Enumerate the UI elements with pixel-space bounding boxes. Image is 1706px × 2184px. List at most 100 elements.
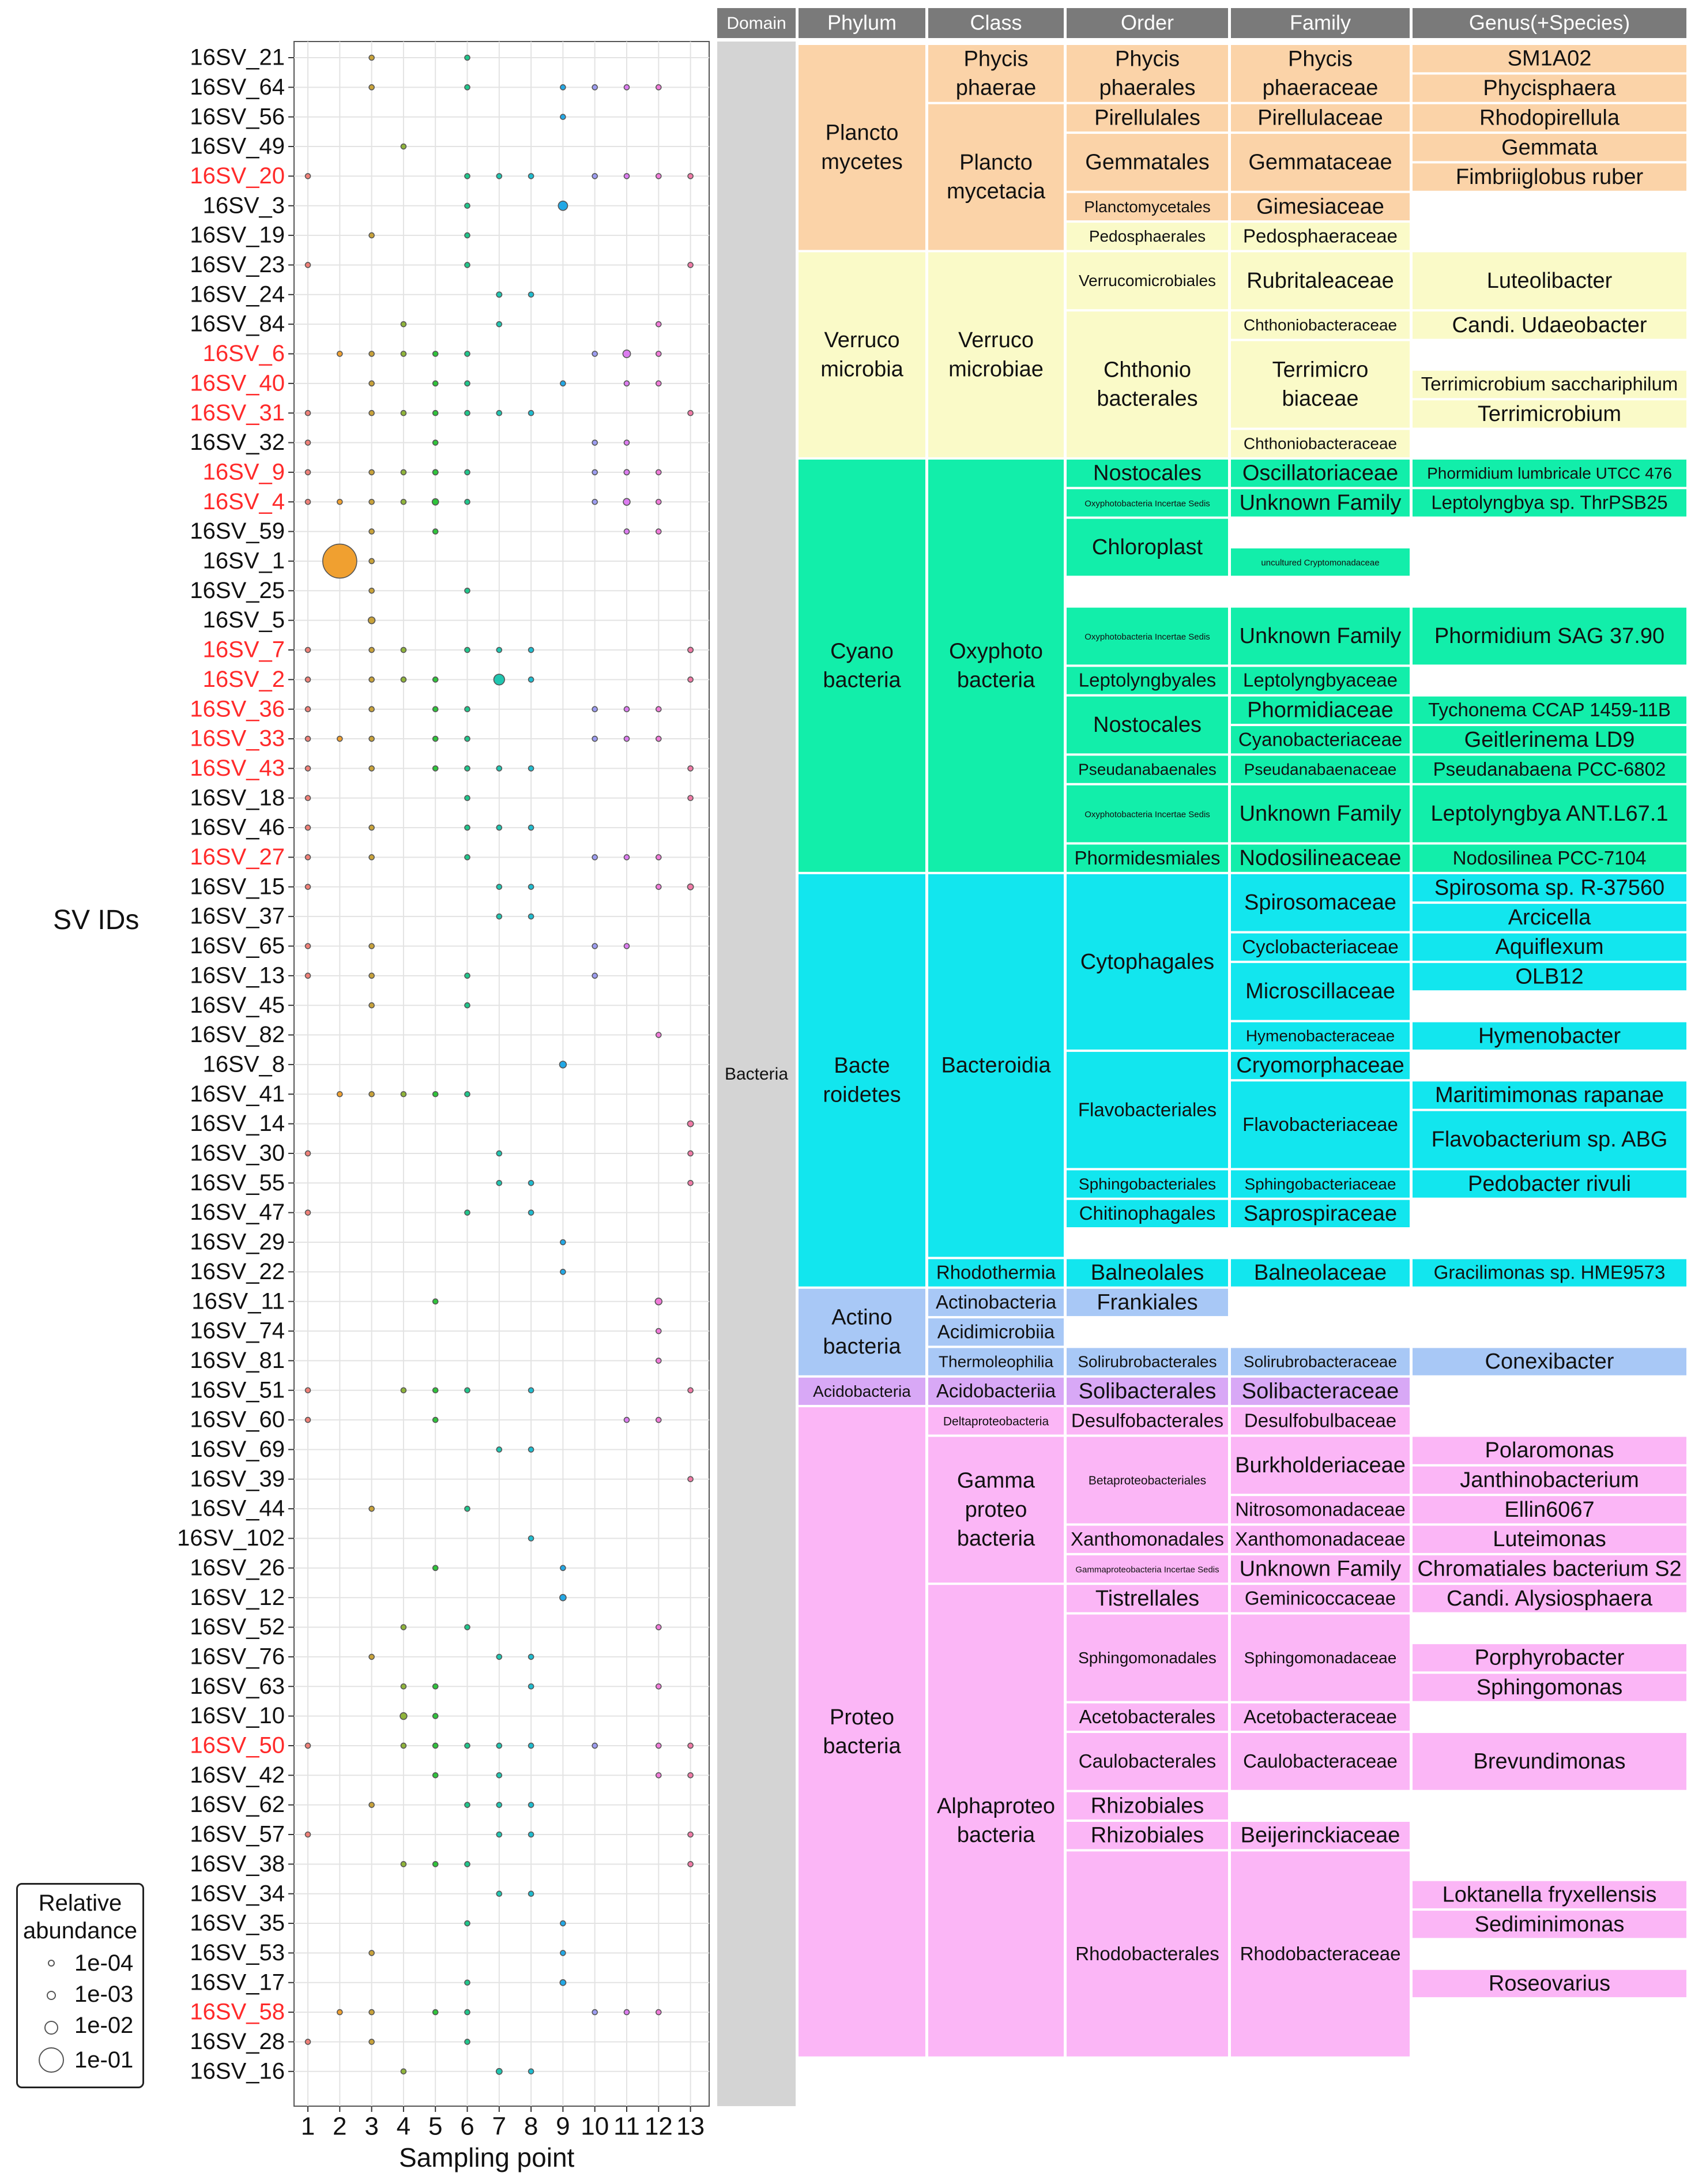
abundance-bubble xyxy=(368,1653,375,1660)
abundance-bubble xyxy=(432,1742,439,1749)
y-tick-label: 16SV_20 xyxy=(190,163,285,189)
abundance-bubble xyxy=(431,498,439,506)
abundance-bubble xyxy=(464,232,470,239)
abundance-bubble xyxy=(496,321,503,328)
y-tick-label: 16SV_7 xyxy=(203,637,285,663)
abundance-bubble xyxy=(432,469,439,476)
family-cell xyxy=(1231,785,1410,843)
abundance-bubble xyxy=(623,173,630,179)
order-cell xyxy=(1067,785,1228,843)
genus-label: Luteolibacter xyxy=(1487,269,1613,293)
genus-cell xyxy=(1413,1585,1686,1612)
abundance-bubble xyxy=(304,646,311,653)
abundance-bubble xyxy=(528,1831,534,1838)
phylum-label: Plancto xyxy=(826,121,899,145)
genus-label: Luteimonas xyxy=(1493,1527,1606,1551)
genus-label: Roseovarius xyxy=(1489,1971,1610,1995)
abundance-bubble xyxy=(656,1742,662,1749)
family-cell xyxy=(1231,1555,1410,1583)
abundance-bubble xyxy=(368,1002,375,1009)
genus-cell xyxy=(1413,844,1686,872)
abundance-bubble xyxy=(496,765,503,772)
abundance-bubble xyxy=(304,706,311,712)
family-cell xyxy=(1231,548,1410,576)
header-cell xyxy=(928,8,1064,38)
family-label: Terrimicro xyxy=(1272,358,1369,382)
abundance-bubble xyxy=(496,1890,503,1897)
abundance-bubble xyxy=(687,765,694,772)
abundance-bubble xyxy=(464,1091,470,1097)
abundance-bubble xyxy=(368,2009,375,2016)
abundance-bubble xyxy=(623,706,630,712)
family-label: Oscillatoriaceae xyxy=(1242,461,1398,486)
class-cell xyxy=(928,1259,1064,1287)
abundance-bubble xyxy=(304,1831,311,1838)
abundance-bubble xyxy=(368,1950,375,1956)
abundance-bubble xyxy=(464,351,470,357)
genus-label: Geitlerinema LD9 xyxy=(1464,728,1635,752)
abundance-bubble xyxy=(336,2009,343,2016)
abundance-bubble xyxy=(368,943,375,949)
abundance-bubble xyxy=(464,1742,470,1749)
order-label: Sphingobacteriales xyxy=(1079,1175,1216,1193)
abundance-bubble xyxy=(592,84,598,91)
abundance-bubble xyxy=(368,735,375,742)
abundance-bubble xyxy=(336,351,343,357)
abundance-bubble xyxy=(400,1683,407,1690)
family-label: Rubritaleaceae xyxy=(1246,269,1394,293)
order-label: Acetobacterales xyxy=(1079,1706,1216,1727)
abundance-bubble xyxy=(464,2009,470,2016)
genus-cell xyxy=(1413,1496,1686,1524)
order-label: Chitinophagales xyxy=(1079,1202,1216,1224)
y-tick-label: 16SV_35 xyxy=(190,1911,285,1936)
class-cell xyxy=(928,459,1064,872)
abundance-bubble xyxy=(656,1416,662,1423)
genus-label: Aquiflexum xyxy=(1496,935,1604,959)
y-tick-label: 16SV_55 xyxy=(190,1170,285,1196)
abundance-bubble xyxy=(400,646,407,653)
genus-cell xyxy=(1413,1674,1686,1701)
order-label: Chthonio xyxy=(1104,358,1191,382)
abundance-bubble xyxy=(592,854,598,860)
family-label: Sphingobacteriaceae xyxy=(1244,1175,1396,1193)
family-label: Solirubrobacteraceae xyxy=(1244,1352,1397,1370)
abundance-bubble xyxy=(464,2039,470,2045)
order-cell xyxy=(1067,667,1228,694)
y-tick-label: 16SV_43 xyxy=(190,755,285,781)
header-label: Order xyxy=(1121,11,1174,35)
family-label: phaeraceae xyxy=(1263,76,1379,100)
abundance-bubble xyxy=(368,765,375,772)
phylum-cell xyxy=(799,252,925,457)
header-label: Domain xyxy=(726,14,786,33)
abundance-bubble xyxy=(496,1446,503,1453)
order-cell xyxy=(1067,134,1228,191)
family-cell xyxy=(1231,1200,1410,1227)
family-cell xyxy=(1231,933,1410,961)
genus-label: Loktanella fryxellensis xyxy=(1443,1882,1657,1907)
family-cell xyxy=(1231,252,1410,310)
abundance-bubble xyxy=(496,409,503,416)
abundance-bubble xyxy=(368,54,375,61)
genus-cell xyxy=(1413,1555,1686,1583)
y-tick-label: 16SV_8 xyxy=(203,1051,285,1077)
abundance-bubble xyxy=(432,1416,439,1423)
abundance-bubble xyxy=(687,795,694,802)
abundance-bubble xyxy=(623,439,630,446)
order-cell xyxy=(1067,755,1228,783)
abundance-bubble xyxy=(528,1683,534,1690)
abundance-bubble xyxy=(687,1861,694,1867)
family-label: Cryomorphaceae xyxy=(1236,1054,1404,1078)
x-tick-label: 12 xyxy=(645,2112,673,2141)
order-cell xyxy=(1067,1555,1228,1583)
abundance-bubble xyxy=(654,1297,663,1306)
phylum-cell xyxy=(799,1288,925,1375)
y-tick-label: 16SV_16 xyxy=(190,2058,285,2084)
y-tick-label: 16SV_21 xyxy=(190,45,285,70)
abundance-bubble xyxy=(432,706,439,712)
genus-label: Candi. Udaeobacter xyxy=(1452,313,1647,337)
order-label: Cytophagales xyxy=(1080,950,1214,974)
phylum-label: mycetes xyxy=(821,150,902,174)
genus-cell xyxy=(1413,459,1686,487)
genus-label: Phormidium SAG 37.90 xyxy=(1434,624,1664,648)
